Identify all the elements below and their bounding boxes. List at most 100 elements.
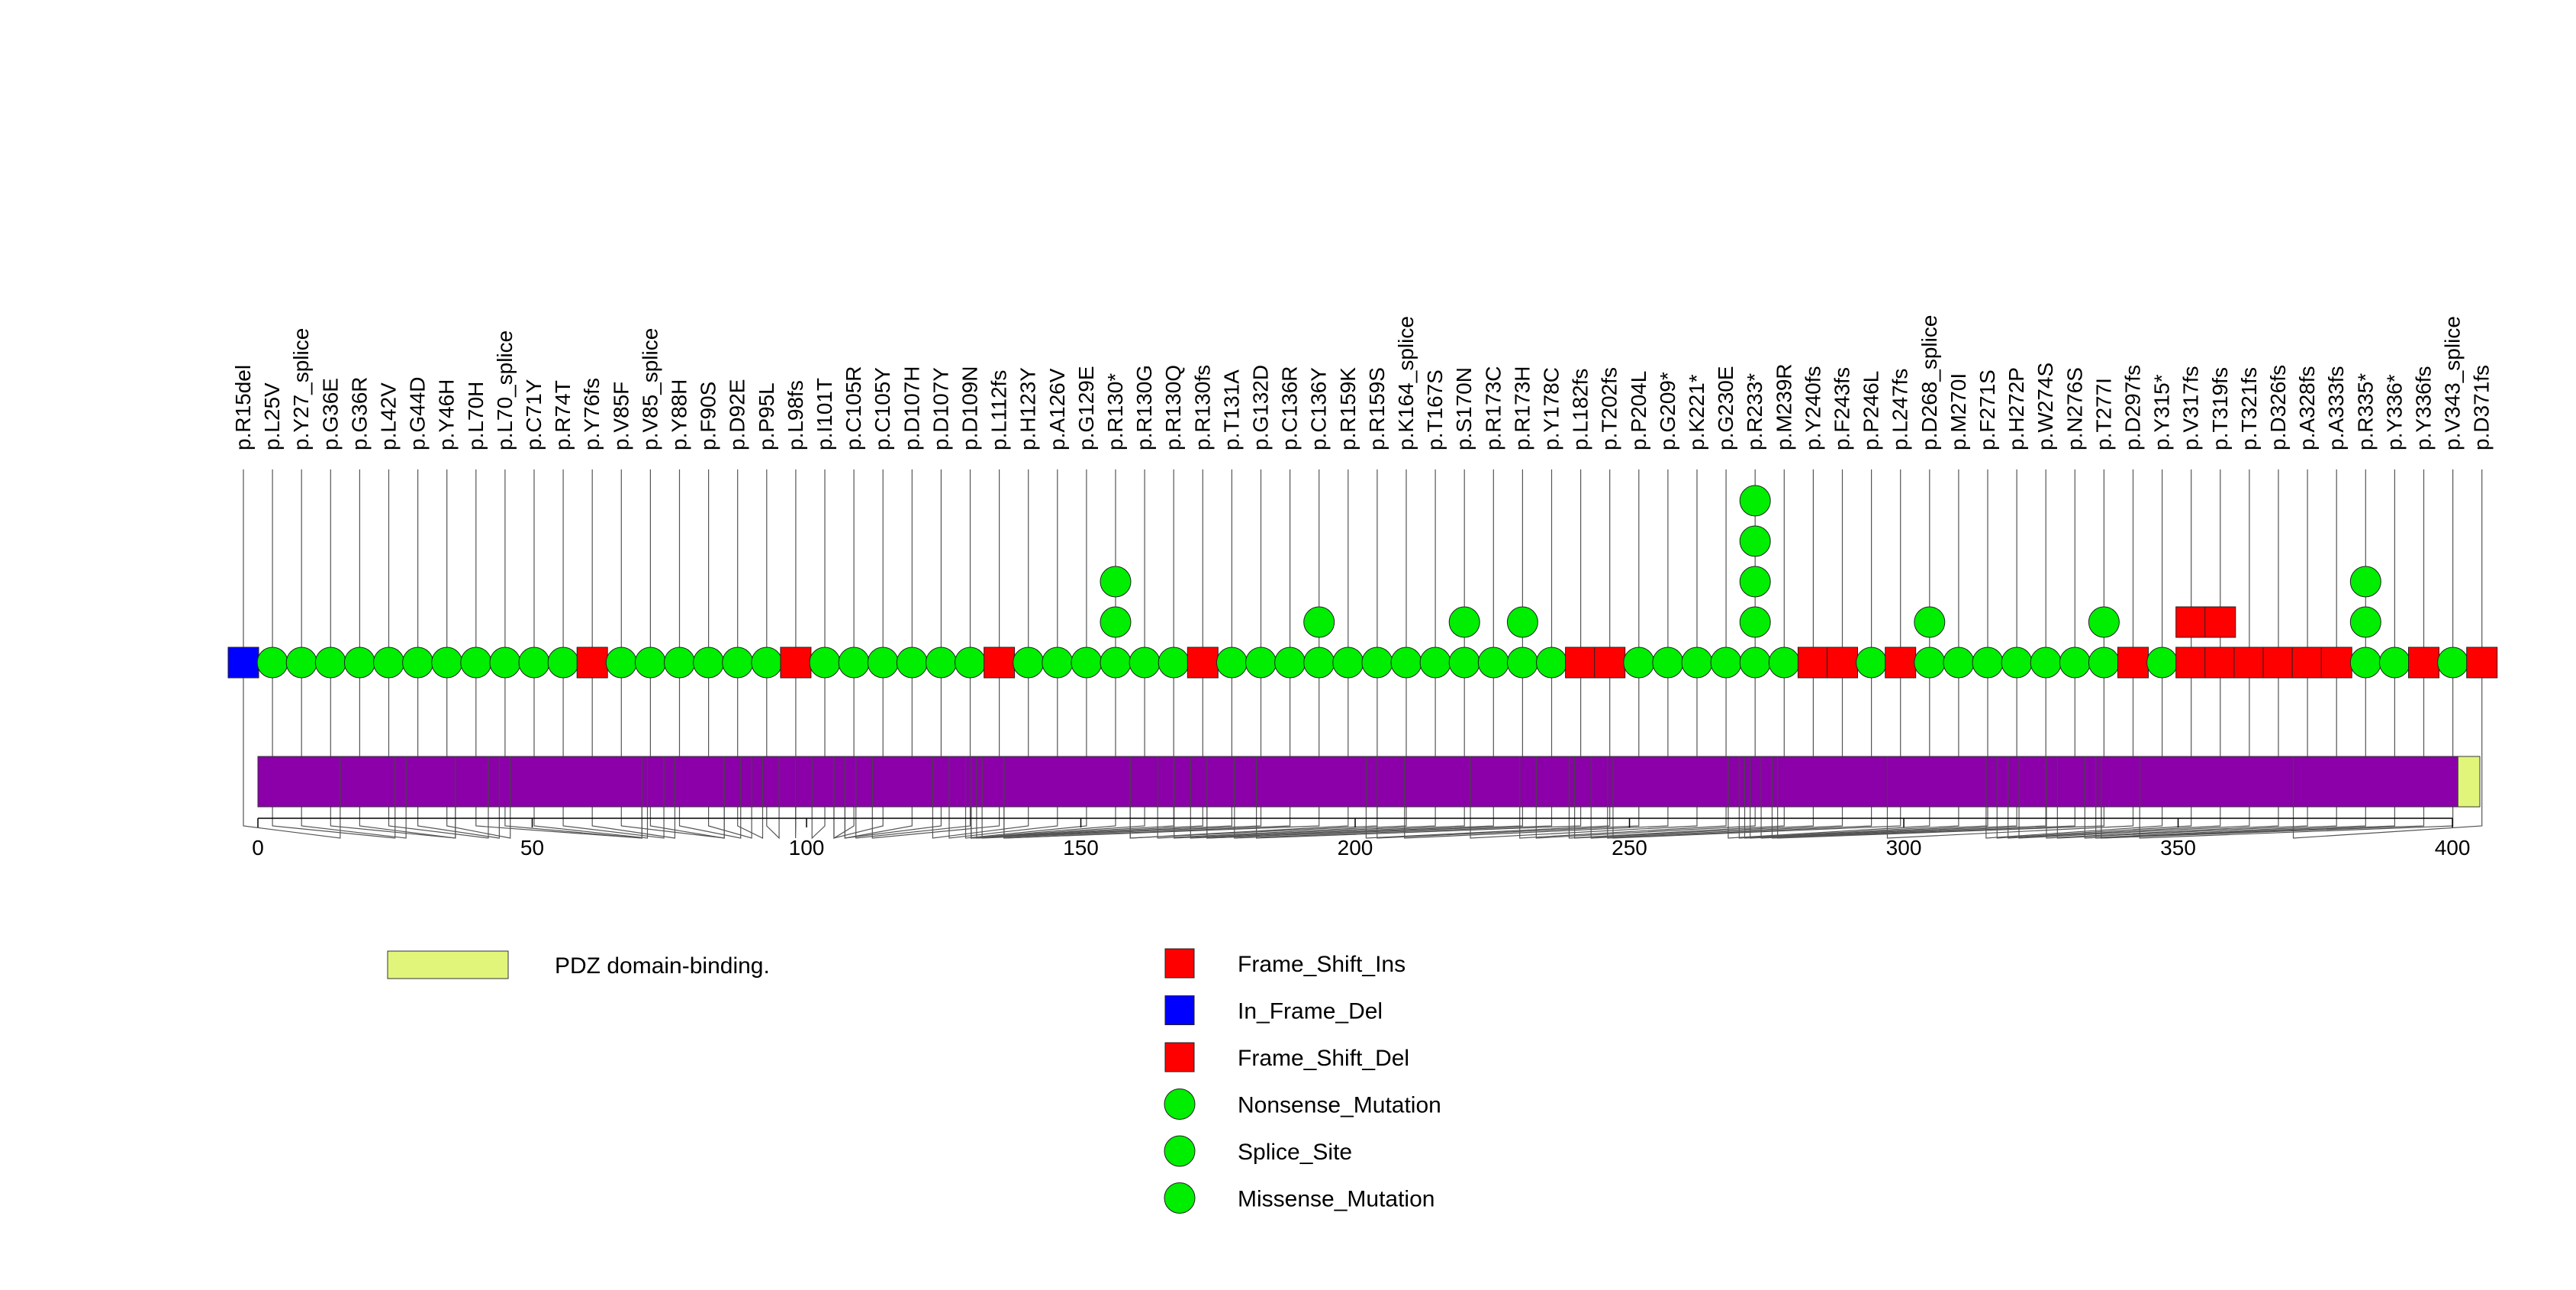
marker-p-t167s — [1419, 647, 1451, 679]
mutation-label-p-r173c: p.R173C — [1481, 366, 1505, 450]
connector-p-l112fs — [871, 663, 1000, 839]
marker-p-f90s — [693, 647, 725, 679]
mutation-label-p-t319fs: p.T319fs — [2208, 367, 2232, 450]
connector-p-t202fs — [1365, 663, 1611, 839]
legend-domain-label: PDZ domain-binding. — [555, 953, 770, 979]
marker-p-d268-splice — [1914, 606, 1946, 638]
marker-p-g44d — [402, 647, 434, 679]
mutation-label-p-g132d: p.G132D — [1249, 365, 1273, 450]
connector-p-r233stop — [1535, 663, 1756, 839]
connector-p-g36e — [330, 663, 456, 839]
connector-p-d297fs — [1886, 663, 2134, 839]
mutation-label-p-f90s: p.F90S — [697, 382, 720, 450]
marker-p-g36e — [314, 647, 346, 679]
marker-p-d92e — [722, 647, 754, 679]
marker-p-k164-splice — [1390, 647, 1422, 679]
mutation-label-p-c105y: p.C105Y — [871, 367, 894, 450]
connector-p-d268-splice — [1728, 663, 1930, 839]
mutation-label-p-l98fs: p.L98fs — [784, 380, 807, 450]
marker-p-l70h — [460, 647, 492, 679]
connector-p-a333fs — [2084, 663, 2337, 839]
marker-p-r335stop — [2349, 647, 2381, 679]
marker-p-d371fs — [2466, 647, 2498, 679]
marker-p-t321fs — [2233, 647, 2265, 679]
mutation-label-p-p246l: p.P246L — [1860, 371, 1883, 450]
marker-p-r335stop — [2349, 566, 2381, 598]
connector-p-d326fs — [2046, 663, 2279, 839]
lollipop-stems — [243, 469, 2483, 663]
marker-p-g209stop — [1652, 647, 1684, 679]
mutation-label-p-a333fs: p.A333fs — [2324, 366, 2348, 450]
mutation-label-p-k221stop: p.K221* — [1685, 374, 1708, 450]
connector-p-l42v — [388, 663, 489, 839]
marker-p-r130q — [1158, 647, 1190, 679]
mutation-label-p-a126v: p.A126V — [1045, 368, 1069, 450]
mutation-label-p-r130fs: p.R130fs — [1190, 365, 1214, 450]
marker-p-c136y — [1303, 606, 1335, 638]
protein-track — [257, 756, 2481, 808]
marker-p-t202fs — [1594, 647, 1626, 679]
marker-p-v85f — [605, 647, 637, 679]
mutation-label-p-g209stop: p.G209* — [1656, 372, 1679, 450]
marker-p-s170n — [1448, 606, 1480, 638]
connector-p-k164-splice — [1157, 663, 1407, 839]
mutation-label-p-v85-splice: p.V85_splice — [638, 328, 662, 450]
marker-p-l25v — [256, 647, 288, 679]
marker-p-l247fs — [1885, 647, 1917, 679]
marker-p-a126v — [1042, 647, 1074, 679]
mutation-label-p-k164-splice: p.K164_splice — [1394, 316, 1418, 450]
mutation-label-p-v343-splice: p.V343_splice — [2441, 316, 2465, 450]
mutation-label-p-l70h: p.L70H — [464, 382, 488, 450]
protein-bar — [257, 756, 2481, 808]
marker-p-y88h — [664, 647, 695, 679]
x-tick-label-150: 150 — [1063, 836, 1099, 859]
legend: PDZ domain-binding. Frame_Shift_Ins In_Fra… — [387, 948, 1441, 1214]
marker-p-r233stop — [1739, 566, 1771, 598]
connector-p-d107h — [844, 663, 913, 839]
mutation-label-p-a328fs: p.A328fs — [2295, 366, 2319, 450]
mutation-label-p-p95l: p.P95L — [755, 382, 778, 450]
connector-p-r335stop — [2095, 663, 2366, 839]
connector-p-y46h — [446, 663, 511, 839]
mutation-label-p-y336fs: p.Y336fs — [2412, 366, 2436, 450]
marker-p-d107y — [925, 647, 957, 679]
marker-p-p204l — [1623, 647, 1655, 679]
marker-p-r130stop — [1100, 647, 1132, 679]
mutation-label-p-l42v: p.L42V — [377, 382, 401, 450]
mutation-label-p-d297fs: p.D297fs — [2121, 365, 2145, 450]
marker-p-l98fs — [780, 647, 812, 679]
x-tick-label-350: 350 — [2160, 836, 2196, 859]
mutation-label-p-d107h: p.D107H — [900, 366, 923, 450]
connector-p-t131a — [976, 663, 1233, 839]
connector-p-v85-splice — [649, 663, 725, 839]
mutation-label-p-r173h: p.R173H — [1510, 366, 1534, 450]
mutation-label-p-r130q: p.R130Q — [1161, 365, 1185, 450]
mutation-label-p-g230e: p.G230E — [1714, 366, 1737, 450]
marker-p-r159k — [1332, 647, 1364, 679]
mutation-markers — [227, 485, 2498, 679]
marker-p-k221stop — [1681, 647, 1713, 679]
x-tick-label-300: 300 — [1886, 836, 1922, 859]
connector-p-r15del — [243, 663, 341, 839]
mutation-label-p-g44d: p.G44D — [406, 377, 430, 451]
marker-p-p95l — [751, 647, 783, 679]
marker-p-i101t — [809, 647, 841, 679]
mutation-label-p-y46h: p.Y46H — [435, 379, 459, 450]
mutation-label-p-t277i: p.T277I — [2091, 378, 2115, 450]
x-tick-label-200: 200 — [1338, 836, 1373, 859]
connector-p-r130fs — [971, 663, 1203, 839]
mutation-label-p-r130stop: p.R130* — [1103, 373, 1127, 450]
connector-p-c71y — [533, 663, 649, 839]
mutation-label-p-r159s: p.R159S — [1365, 367, 1389, 450]
mutation-label-p-t321fs: p.T321fs — [2237, 367, 2261, 450]
connector-p-s170n — [1190, 663, 1465, 839]
legend-label-frame-shift-ins: Frame_Shift_Ins — [1238, 952, 1406, 977]
mutation-label-p-y76fs: p.Y76fs — [580, 378, 604, 450]
marker-p-r74t — [547, 647, 579, 679]
mutation-label-p-t167s: p.T167S — [1423, 369, 1447, 450]
marker-p-c105y — [867, 647, 899, 679]
mutation-label-p-d107y: p.D107Y — [929, 367, 952, 450]
marker-p-r233stop — [1739, 525, 1771, 557]
mutation-label-p-d92e: p.D92E — [726, 379, 749, 450]
marker-p-m270i — [1943, 647, 1975, 679]
